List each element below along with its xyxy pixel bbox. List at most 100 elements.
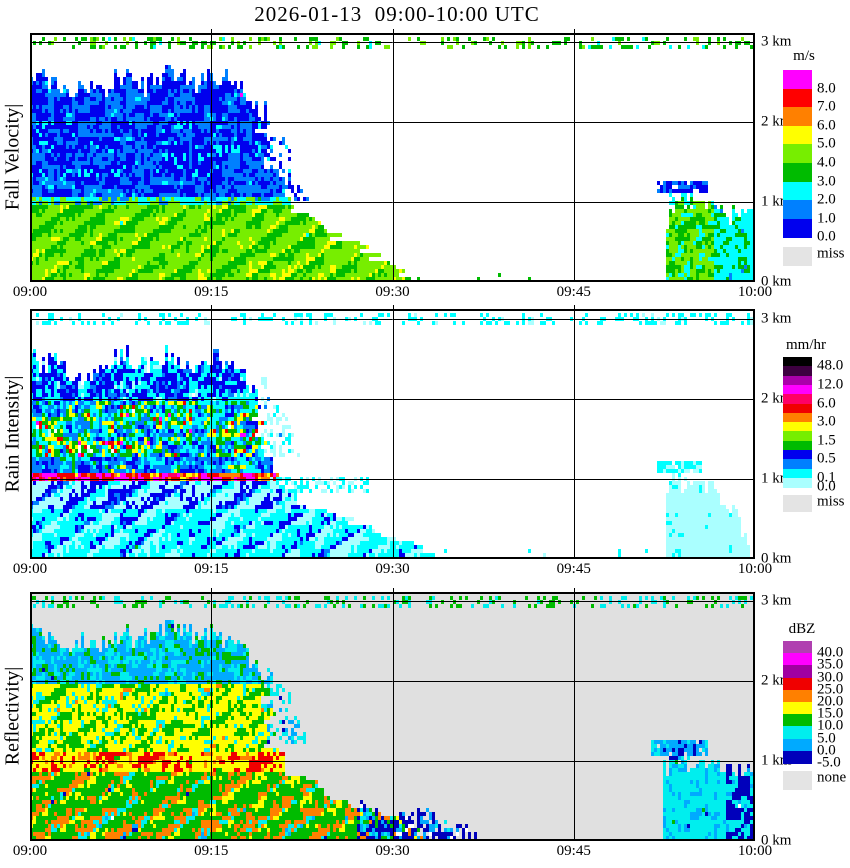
legend-color-box xyxy=(783,181,812,201)
legend-value-label: 0.0 xyxy=(817,742,836,759)
axis-tick xyxy=(573,588,575,592)
legend-color-box xyxy=(783,477,812,488)
legend-missing-label: miss xyxy=(817,493,845,510)
legend-color-box xyxy=(783,200,812,220)
time-tick-label: 09:45 xyxy=(556,843,591,859)
legend-value-label: 20.0 xyxy=(817,693,844,710)
rain-intensity-heatmap xyxy=(30,309,755,559)
legend-color-box xyxy=(783,665,812,679)
time-tick-label: 09:30 xyxy=(375,284,410,300)
legend-value-label: 3.0 xyxy=(817,173,836,190)
legend-color-box xyxy=(783,738,812,752)
legend-color-box xyxy=(783,431,812,442)
time-tick-label: 09:15 xyxy=(194,843,229,859)
legend-color-box xyxy=(783,88,812,108)
time-tick-label: 09:00 xyxy=(12,284,48,300)
time-tick-label: 09:00 xyxy=(12,843,48,859)
legend-value-label: 10.0 xyxy=(817,717,844,734)
axis-tick xyxy=(392,305,394,309)
height-tick-label: 0 km xyxy=(761,273,792,290)
legend-value-label: 4.0 xyxy=(817,154,836,171)
legend-missing-box xyxy=(783,495,812,512)
y-axis-label-rain-intensity: Rain Intensity| xyxy=(1,375,24,493)
height-tick-label: 3 km xyxy=(761,33,792,50)
figure-title: 2026-01-13 09:00-10:00 UTC xyxy=(254,2,540,26)
axis-tick xyxy=(211,588,213,592)
time-tick-label: 09:30 xyxy=(375,561,410,577)
legend-color-box xyxy=(783,689,812,703)
height-tick-label: 3 km xyxy=(761,592,792,609)
legend-color-box xyxy=(783,412,812,423)
legend-missing-label: none xyxy=(817,769,847,786)
legend-title-mmhr: mm/hr xyxy=(786,337,826,353)
time-tick-label: 09:00 xyxy=(12,561,48,577)
legend-value-label: 12.0 xyxy=(817,376,844,393)
time-tick-label: 09:15 xyxy=(194,561,229,577)
axis-tick xyxy=(392,588,394,592)
legend-color-box xyxy=(783,459,812,470)
legend-color-box xyxy=(783,726,812,740)
legend-color-box xyxy=(783,107,812,127)
legend-color-box xyxy=(783,366,812,377)
legend-value-label: 15.0 xyxy=(817,705,844,722)
legend-color-box xyxy=(783,422,812,432)
legend-value-label: 1.0 xyxy=(817,210,836,227)
legend-value-label: 8.0 xyxy=(817,80,836,97)
time-tick-label: 09:15 xyxy=(194,284,229,300)
legend-color-box xyxy=(783,677,812,691)
legend-color-box xyxy=(783,714,812,727)
axis-tick xyxy=(392,29,394,33)
legend-value-label: 7.0 xyxy=(817,98,836,115)
legend-color-box xyxy=(783,375,812,386)
legend-value-label: 6.0 xyxy=(817,117,836,134)
legend-value-label: 0.0 xyxy=(817,228,836,245)
reflectivity-heatmap xyxy=(30,592,755,841)
legend-value-label: 0.1 xyxy=(817,469,836,486)
time-tick-label: 10:00 xyxy=(737,284,773,300)
legend-color-box xyxy=(783,641,812,654)
legend-value-label: 5.0 xyxy=(817,730,836,747)
time-tick-label: 09:30 xyxy=(375,843,410,859)
legend-color-box xyxy=(783,70,812,90)
legend-title-ms: m/s xyxy=(793,48,815,64)
legend-value-label: 0.5 xyxy=(817,450,836,467)
legend-color-box xyxy=(783,144,812,164)
legend-color-box xyxy=(783,702,812,715)
legend-color-box xyxy=(783,357,812,367)
time-tick-label: 10:00 xyxy=(737,561,773,577)
legend-color-box xyxy=(783,394,812,405)
legend-color-box xyxy=(783,653,812,666)
time-tick-label: 09:45 xyxy=(556,561,591,577)
legend-value-label: 6.0 xyxy=(817,395,836,411)
legend-value-label: 40.0 xyxy=(817,644,844,661)
axis-tick xyxy=(211,305,213,309)
legend-value-label: -5.0 xyxy=(817,754,841,771)
legend-value-label: 25.0 xyxy=(817,681,844,698)
height-tick-label: 0 km xyxy=(761,832,792,849)
y-axis-label-reflectivity: Reflectivity| xyxy=(1,666,24,766)
legend-value-label: 0.0 xyxy=(817,478,836,495)
time-tick-label: 10:00 xyxy=(737,843,773,859)
legend-color-box xyxy=(783,218,812,238)
legend-title-dbz: dBZ xyxy=(788,621,816,637)
axis-tick xyxy=(573,29,575,33)
time-tick-label: 09:45 xyxy=(556,284,591,300)
y-axis-label-fall-velocity: Fall Velocity| xyxy=(1,103,24,211)
legend-color-box xyxy=(783,163,812,183)
fall-velocity-heatmap xyxy=(30,33,755,282)
legend-color-box xyxy=(783,403,812,414)
legend-color-box xyxy=(783,125,812,145)
legend-color-box xyxy=(783,450,812,460)
legend-color-box xyxy=(783,468,812,479)
axis-tick xyxy=(573,305,575,309)
height-tick-label: 3 km xyxy=(761,310,792,327)
legend-value-label: 1.5 xyxy=(817,432,836,449)
legend-color-box xyxy=(783,440,812,451)
legend-value-label: 30.0 xyxy=(817,669,844,686)
legend-color-box xyxy=(783,384,812,395)
legend-color-box xyxy=(783,750,812,764)
legend-value-label: 2.0 xyxy=(817,191,836,208)
legend-value-label: 3.0 xyxy=(817,413,836,430)
legend-value-label: 48.0 xyxy=(817,357,844,374)
